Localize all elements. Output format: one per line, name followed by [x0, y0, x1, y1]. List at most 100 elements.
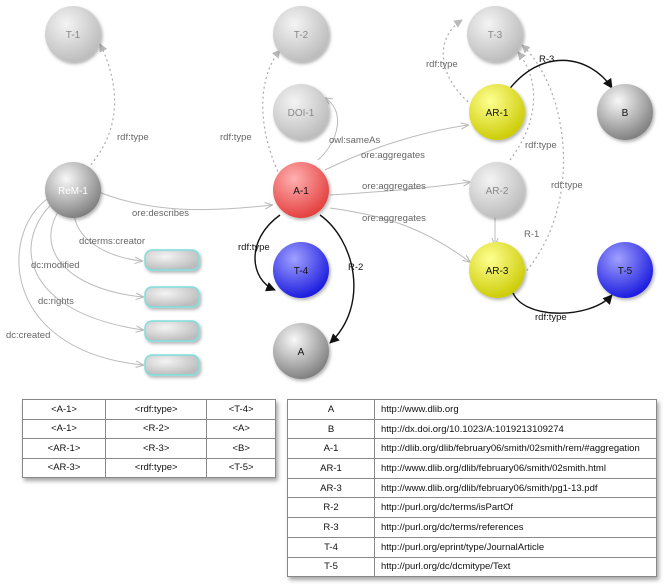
node-rem1[interactable] — [45, 162, 101, 218]
lookup-uri: http://www.dlib.org/dlib/february06/smit… — [374, 458, 657, 479]
triple-object: <B> — [206, 438, 276, 459]
table-row: T-4 http://purl.org/eprint/type/JournalA… — [287, 536, 657, 558]
label-ar1-rdftype: rdf:type — [426, 59, 458, 70]
table-row: <AR-1> <R-3> <B> — [21, 438, 276, 459]
label-ore-describes: ore:describes — [132, 208, 189, 219]
edge-aggregates-ar1 — [324, 125, 468, 171]
lookup-uri: http://purl.org/dc/terms/references — [374, 517, 657, 538]
node-t2[interactable] — [273, 6, 329, 62]
lookup-uri: http://purl.org/dc/dcmitype/Text — [374, 556, 657, 578]
node-label-t4: T-4 — [294, 266, 309, 277]
lookup-uri: http://purl.org/eprint/type/JournalArtic… — [374, 536, 657, 558]
lookup-key: R-3 — [287, 517, 375, 538]
edge-dc-rights — [30, 201, 143, 330]
label-aggregates-3: ore:aggregates — [362, 213, 426, 224]
label-dcterms-creator: dcterms:creator — [79, 236, 145, 247]
lookup-uri: http://dlib.org/dlib/february06/smith/02… — [374, 438, 657, 460]
label-owl-sameas: owl:sameAs — [329, 135, 380, 146]
table-row: <A-1> <R-2> <A> — [21, 418, 276, 439]
label-ar3-rdftype-t5: rdf:type — [535, 312, 567, 323]
label-ar2-rdftype: rdf:type — [525, 140, 557, 151]
label-dc-created: dc:created — [6, 330, 50, 341]
literal-box-modified — [144, 286, 200, 308]
node-ar3[interactable] — [469, 242, 525, 298]
node-a1[interactable] — [273, 162, 329, 218]
triple-predicate: <R-2> — [105, 418, 208, 439]
triple-predicate: <rdf:type> — [105, 399, 208, 420]
triple-subject: <AR-1> — [21, 438, 107, 459]
lookup-key: AR-3 — [287, 477, 375, 499]
edge-ar1-rdftype — [442, 19, 473, 106]
literal-box-created — [144, 354, 200, 376]
node-t5[interactable] — [597, 242, 653, 298]
edge-dc-created — [18, 195, 143, 365]
table-row: T-5 http://purl.org/dc/dcmitype/Text — [287, 556, 657, 578]
triple-table: <A-1> <rdf:type> <T-4> <A-1> <R-2> <A> <… — [21, 399, 276, 478]
table-row: <AR-3> <rdf:type> <T-5> — [21, 457, 276, 478]
label-aggregates-2: ore:aggregates — [362, 181, 426, 192]
lookup-key: T-4 — [287, 536, 375, 558]
edge-a1-rdftype-t2 — [262, 49, 281, 177]
edge-ar3-rdftype-t5 — [511, 289, 613, 314]
edge-rem1-rdftype — [83, 43, 116, 173]
node-label-rem1: ReM-1 — [58, 186, 88, 197]
label-r2: R-2 — [348, 262, 363, 273]
triple-subject: <AR-3> — [21, 457, 107, 478]
node-label-a1: A-1 — [293, 186, 309, 197]
label-dc-modified: dc:modified — [31, 260, 80, 271]
triple-object: <A> — [206, 418, 276, 439]
edge-ar2-rdftype — [509, 51, 535, 161]
lookup-uri: http://www.dlib.org — [374, 399, 657, 420]
triple-predicate: <rdf:type> — [105, 457, 208, 478]
node-ar2[interactable] — [469, 162, 525, 218]
table-row: AR-1 http://www.dlib.org/dlib/february06… — [287, 458, 657, 479]
node-label-t5: T-5 — [618, 266, 633, 277]
table-row: A http://www.dlib.org — [287, 399, 657, 420]
edge-aggregates-ar2 — [329, 182, 470, 196]
triple-object: <T-5> — [206, 457, 276, 478]
edge-r2 — [319, 214, 355, 344]
node-t3[interactable] — [467, 6, 523, 62]
node-label-t1: T-1 — [66, 30, 81, 41]
lookup-uri: http://www.dlib.org/dlib/february06/smit… — [374, 477, 657, 499]
lookup-key: T-5 — [287, 556, 375, 578]
node-a[interactable] — [273, 323, 329, 379]
lookup-key: AR-1 — [287, 458, 375, 479]
node-doi1[interactable] — [273, 84, 329, 140]
table-row: <A-1> <rdf:type> <T-4> — [21, 399, 276, 420]
edge-r3 — [504, 59, 613, 96]
edge-a1-rdftype-t4 — [254, 214, 281, 292]
triple-predicate: <R-3> — [105, 438, 208, 459]
node-label-ar2: AR-2 — [486, 186, 509, 197]
node-label-t2: T-2 — [294, 30, 309, 41]
table-row: R-2 http://purl.org/dc/terms/isPartOf — [287, 497, 657, 519]
literal-box-creator — [144, 249, 200, 271]
node-t4[interactable] — [273, 242, 329, 298]
edge-owl-sameas — [317, 98, 339, 161]
label-r3: R-3 — [539, 54, 554, 65]
node-label-a: A — [298, 347, 305, 358]
node-label-ar3: AR-3 — [486, 266, 509, 277]
table-row: A-1 http://dlib.org/dlib/february06/smit… — [287, 438, 657, 460]
edge-dc-modified — [50, 205, 143, 297]
node-label-ar1: AR-1 — [486, 108, 509, 119]
table-row: R-3 http://purl.org/dc/terms/references — [287, 517, 657, 538]
lookup-uri: http://purl.org/dc/terms/isPartOf — [374, 497, 657, 519]
label-r1: R-1 — [524, 229, 539, 240]
label-aggregates-1: ore:aggregates — [361, 150, 425, 161]
label-a1-rdftype-t2: rdf:type — [220, 132, 252, 143]
table-row: B http://dx.doi.org/10.1023/A:1019213109… — [287, 418, 657, 440]
node-t1[interactable] — [45, 6, 101, 62]
node-label-t3: T-3 — [488, 30, 503, 41]
literal-box-rights — [144, 320, 200, 342]
uri-lookup-table: A http://www.dlib.org B http://dx.doi.or… — [287, 399, 657, 578]
label-rem1-rdftype: rdf:type — [117, 132, 149, 143]
node-ar1[interactable] — [469, 84, 525, 140]
table-row: AR-3 http://www.dlib.org/dlib/february06… — [287, 477, 657, 499]
lookup-key: A-1 — [287, 438, 375, 460]
lookup-uri: http://dx.doi.org/10.1023/A:101921310927… — [374, 418, 657, 440]
edge-ore-describes — [93, 189, 272, 211]
node-b[interactable] — [597, 84, 653, 140]
lookup-key: R-2 — [287, 497, 375, 519]
node-label-doi1: DOI-1 — [288, 108, 315, 119]
